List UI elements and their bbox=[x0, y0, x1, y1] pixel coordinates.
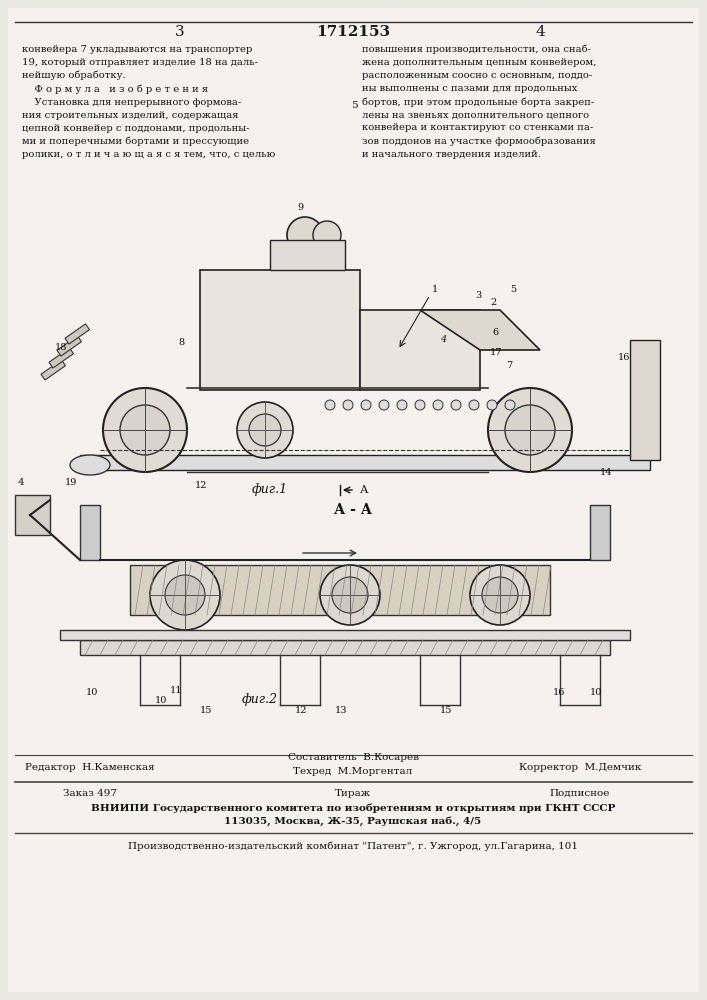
Bar bbox=[590, 505, 610, 560]
Circle shape bbox=[379, 400, 389, 410]
Ellipse shape bbox=[70, 455, 110, 475]
Text: Техред  М.Моргентал: Техред М.Моргентал bbox=[293, 768, 413, 776]
Text: 1: 1 bbox=[432, 285, 438, 294]
Text: 19: 19 bbox=[65, 478, 77, 487]
Text: Заказ 497: Заказ 497 bbox=[63, 788, 117, 798]
Text: 6: 6 bbox=[492, 328, 498, 337]
Circle shape bbox=[505, 405, 555, 455]
Text: фиг.2: фиг.2 bbox=[242, 694, 278, 706]
Text: 11: 11 bbox=[170, 686, 182, 695]
Text: 3: 3 bbox=[475, 291, 481, 300]
Text: А - А: А - А bbox=[334, 503, 372, 517]
Bar bbox=[80, 455, 650, 470]
Circle shape bbox=[332, 577, 368, 613]
Circle shape bbox=[482, 577, 518, 613]
Bar bbox=[630, 340, 660, 460]
Text: Тираж: Тираж bbox=[335, 788, 371, 798]
Text: 8: 8 bbox=[178, 338, 184, 347]
Circle shape bbox=[237, 402, 293, 458]
Text: 14: 14 bbox=[600, 468, 612, 477]
Circle shape bbox=[287, 217, 323, 253]
Circle shape bbox=[325, 400, 335, 410]
Text: 3: 3 bbox=[175, 25, 185, 39]
Text: 10: 10 bbox=[590, 688, 602, 697]
Text: 18: 18 bbox=[55, 343, 67, 352]
Text: Производственно-издательский комбинат "Патент", г. Ужгород, ул.Гагарина, 101: Производственно-издательский комбинат "П… bbox=[128, 841, 578, 851]
Bar bbox=[15, 495, 50, 535]
Text: 13: 13 bbox=[335, 706, 348, 715]
Text: фиг.1: фиг.1 bbox=[252, 484, 288, 496]
Circle shape bbox=[451, 400, 461, 410]
Text: 2: 2 bbox=[490, 298, 496, 307]
Text: 4: 4 bbox=[18, 478, 25, 487]
Text: 15: 15 bbox=[200, 706, 212, 715]
Text: А: А bbox=[360, 485, 368, 495]
Text: 5: 5 bbox=[351, 101, 357, 109]
Bar bbox=[41, 360, 66, 380]
Circle shape bbox=[415, 400, 425, 410]
Circle shape bbox=[249, 414, 281, 446]
Bar bbox=[360, 310, 480, 390]
Bar bbox=[200, 270, 360, 390]
Bar bbox=[80, 640, 610, 655]
Text: 12: 12 bbox=[295, 706, 308, 715]
Text: 4: 4 bbox=[440, 335, 446, 344]
Bar bbox=[65, 324, 90, 344]
Circle shape bbox=[320, 565, 380, 625]
Text: 10: 10 bbox=[155, 696, 168, 705]
Text: конвейера 7 укладываются на транспортер
19, который отправляет изделие 18 на дал: конвейера 7 укладываются на транспортер … bbox=[22, 45, 275, 159]
Text: 5: 5 bbox=[510, 285, 516, 294]
Text: 4: 4 bbox=[535, 25, 545, 39]
Bar bbox=[80, 505, 100, 560]
Bar bbox=[130, 565, 550, 615]
Bar bbox=[49, 348, 74, 368]
Text: 7: 7 bbox=[506, 361, 513, 370]
Text: 1712153: 1712153 bbox=[316, 25, 390, 39]
Text: 12: 12 bbox=[195, 481, 207, 490]
Text: Редактор  Н.Каменская: Редактор Н.Каменская bbox=[25, 762, 155, 772]
Text: Подписное: Подписное bbox=[550, 788, 610, 798]
Bar bbox=[270, 240, 345, 270]
Circle shape bbox=[505, 400, 515, 410]
Circle shape bbox=[469, 400, 479, 410]
Text: 9: 9 bbox=[297, 203, 303, 212]
Bar bbox=[60, 630, 630, 640]
Polygon shape bbox=[420, 310, 540, 350]
Text: 16: 16 bbox=[618, 353, 631, 362]
Circle shape bbox=[487, 400, 497, 410]
Circle shape bbox=[361, 400, 371, 410]
Circle shape bbox=[488, 388, 572, 472]
Text: 113035, Москва, Ж-35, Раушская наб., 4/5: 113035, Москва, Ж-35, Раушская наб., 4/5 bbox=[224, 816, 481, 826]
Circle shape bbox=[103, 388, 187, 472]
Circle shape bbox=[470, 565, 530, 625]
Circle shape bbox=[343, 400, 353, 410]
Text: Корректор  М.Демчик: Корректор М.Демчик bbox=[519, 762, 641, 772]
Text: 15: 15 bbox=[440, 706, 452, 715]
Circle shape bbox=[150, 560, 220, 630]
Bar bbox=[57, 336, 81, 356]
Text: 16: 16 bbox=[553, 688, 566, 697]
Text: 17: 17 bbox=[490, 348, 503, 357]
Circle shape bbox=[397, 400, 407, 410]
Text: Составитель  В.Косарев: Составитель В.Косарев bbox=[288, 752, 419, 762]
Circle shape bbox=[165, 575, 205, 615]
Circle shape bbox=[313, 221, 341, 249]
Circle shape bbox=[433, 400, 443, 410]
Circle shape bbox=[120, 405, 170, 455]
Text: ВНИИПИ Государственного комитета по изобретениям и открытиям при ГКНТ СССР: ВНИИПИ Государственного комитета по изоб… bbox=[90, 803, 615, 813]
Text: 10: 10 bbox=[86, 688, 98, 697]
Text: повышения производительности, она снаб-
жена дополнительным цепным конвейером,
р: повышения производительности, она снаб- … bbox=[362, 45, 597, 159]
